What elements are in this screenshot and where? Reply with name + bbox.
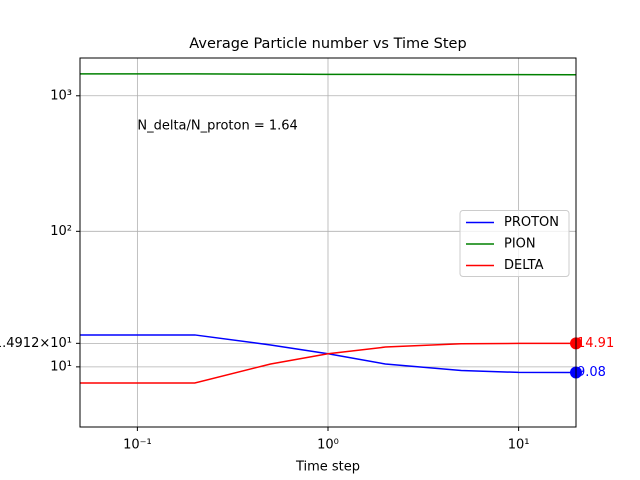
end-label: 14.91 xyxy=(577,336,614,351)
legend-label: DELTA xyxy=(504,258,544,273)
y-tick-label: 10² xyxy=(50,224,72,239)
line xyxy=(80,73,576,76)
axes-frame xyxy=(79,57,577,428)
line xyxy=(80,342,576,384)
y-tick-label: 10¹ xyxy=(50,359,72,374)
legend-label: PROTON xyxy=(504,215,559,230)
x-tick-label: 10⁰ xyxy=(317,438,339,453)
x-axis-label: Time step xyxy=(295,460,360,475)
annotation: N_delta/N_proton = 1.64 xyxy=(137,118,297,133)
y-tick-label: 10³ xyxy=(50,88,72,103)
chart-title: Average Particle number vs Time Step xyxy=(189,36,466,52)
end-label: 9.08 xyxy=(577,365,606,380)
legend-box xyxy=(459,210,570,277)
y-tick-label: 1.4912×10¹ xyxy=(0,336,72,351)
x-tick-label: 10¹ xyxy=(508,438,530,453)
legend-label: PION xyxy=(504,237,536,252)
x-tick-label: 10⁻¹ xyxy=(123,438,152,453)
